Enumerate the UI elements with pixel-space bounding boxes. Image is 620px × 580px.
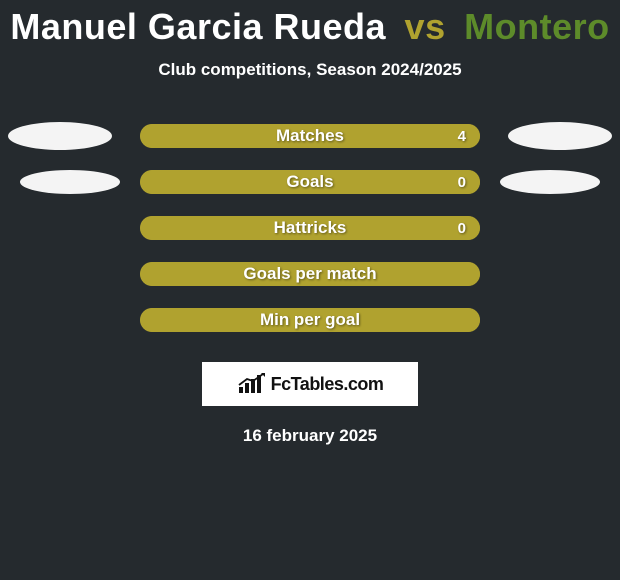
logo-text: FcTables.com <box>271 374 384 395</box>
source-logo: FcTables.com <box>202 362 418 406</box>
stat-row: Matches4 <box>0 124 620 148</box>
player1-marker <box>20 170 120 194</box>
stat-row: Min per goal <box>0 308 620 332</box>
player2-marker <box>500 170 600 194</box>
stat-label: Min per goal <box>140 310 480 330</box>
page-title: Manuel Garcia Rueda vs Montero <box>0 0 620 48</box>
title-player1: Manuel Garcia Rueda <box>10 6 386 47</box>
stat-row: Hattricks0 <box>0 216 620 240</box>
stat-label: Goals per match <box>140 264 480 284</box>
subtitle: Club competitions, Season 2024/2025 <box>0 60 620 80</box>
stat-row: Goals per match <box>0 262 620 286</box>
player1-marker <box>8 122 112 150</box>
bar-chart-arrow-icon <box>237 373 265 395</box>
player2-marker <box>508 122 612 150</box>
stats-list: Matches4Goals0Hattricks0Goals per matchM… <box>0 124 620 332</box>
title-player2: Montero <box>464 6 609 47</box>
stat-bar: Goals per match <box>140 262 480 286</box>
stat-value-player2: 0 <box>458 220 466 237</box>
stat-bar: Hattricks0 <box>140 216 480 240</box>
comparison-infographic: Manuel Garcia Rueda vs Montero Club comp… <box>0 0 620 580</box>
stat-value-player2: 0 <box>458 174 466 191</box>
title-vs: vs <box>405 6 446 47</box>
stat-bar: Matches4 <box>140 124 480 148</box>
stat-label: Hattricks <box>140 218 480 238</box>
stat-value-player2: 4 <box>458 128 466 145</box>
stat-label: Goals <box>140 172 480 192</box>
date-label: 16 february 2025 <box>0 426 620 446</box>
stat-row: Goals0 <box>0 170 620 194</box>
stat-bar: Min per goal <box>140 308 480 332</box>
stat-bar: Goals0 <box>140 170 480 194</box>
stat-label: Matches <box>140 126 480 146</box>
